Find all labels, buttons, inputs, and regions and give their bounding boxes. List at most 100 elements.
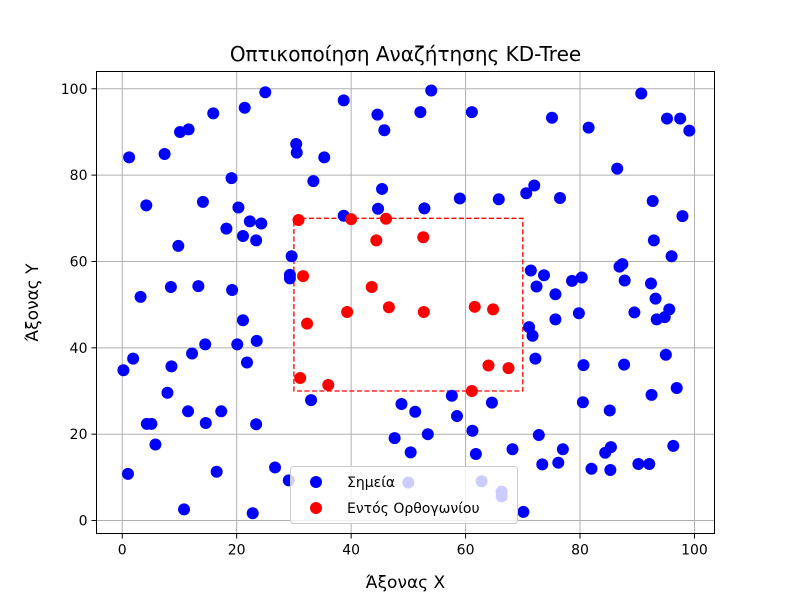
- inside-point: [294, 372, 307, 385]
- data-point: [231, 338, 244, 351]
- data-point: [250, 234, 263, 247]
- inside-point: [365, 280, 378, 293]
- data-point: [466, 424, 479, 437]
- data-point: [618, 274, 631, 287]
- data-point: [307, 175, 320, 188]
- legend-marker-inside: [310, 502, 322, 514]
- data-point: [676, 210, 689, 223]
- inside-point: [370, 234, 383, 247]
- data-point: [123, 151, 136, 164]
- data-point: [576, 396, 589, 409]
- data-point: [517, 505, 530, 518]
- legend-label-inside: Εντός Ορθογωνίου: [347, 501, 480, 517]
- data-point: [240, 356, 253, 369]
- data-point: [552, 456, 565, 469]
- x-axis-ticks: 0 20 40 60 80 100: [118, 533, 708, 559]
- y-tick-label: 0: [79, 514, 88, 530]
- data-point: [645, 388, 658, 401]
- data-point: [683, 124, 696, 137]
- data-point: [646, 195, 659, 208]
- data-point: [395, 397, 408, 410]
- data-point: [616, 258, 629, 271]
- legend: Σημεία Εντός Ορθογωνίου: [290, 466, 518, 524]
- x-tick-label: 100: [681, 543, 708, 559]
- plot-frame: [96, 71, 715, 534]
- data-point: [269, 461, 282, 474]
- data-point: [572, 307, 585, 320]
- data-point: [199, 416, 212, 429]
- y-axis-ticks: 0 20 40 60 80 100: [61, 82, 97, 530]
- data-point: [149, 438, 162, 451]
- data-point: [178, 503, 191, 516]
- data-point: [199, 338, 212, 351]
- x-axis-label: Άξονας X: [366, 573, 446, 593]
- data-point: [232, 201, 245, 214]
- data-point: [451, 410, 463, 423]
- data-point: [618, 358, 631, 371]
- data-point: [528, 179, 541, 192]
- data-point: [220, 222, 233, 235]
- data-point: [305, 394, 318, 407]
- data-point: [158, 147, 171, 160]
- data-point: [186, 347, 199, 360]
- data-point: [378, 124, 391, 137]
- data-point: [207, 107, 220, 120]
- data-point: [492, 193, 505, 206]
- data-point: [250, 334, 263, 347]
- data-point: [418, 202, 431, 215]
- inside-point: [487, 303, 500, 316]
- search-rectangle-layer: [293, 217, 524, 392]
- data-point: [225, 172, 238, 185]
- data-point: [182, 405, 195, 418]
- data-point: [532, 429, 545, 442]
- data-point: [465, 106, 478, 119]
- data-point: [469, 448, 482, 461]
- data-point: [192, 280, 205, 293]
- data-point: [603, 404, 616, 417]
- y-tick-label: 40: [70, 341, 88, 357]
- data-point: [554, 192, 566, 205]
- legend-marker-points: [310, 476, 322, 488]
- data-point: [529, 352, 542, 365]
- data-point: [453, 192, 466, 205]
- data-point: [585, 462, 598, 475]
- data-point: [372, 202, 385, 215]
- data-point: [485, 396, 498, 409]
- data-point: [318, 151, 331, 164]
- data-point: [238, 101, 251, 114]
- data-point: [674, 112, 687, 125]
- inside-point: [301, 317, 314, 330]
- data-point: [246, 507, 259, 520]
- inside-point: [417, 231, 430, 244]
- data-point: [404, 446, 417, 459]
- data-point: [644, 277, 657, 290]
- data-point: [376, 182, 389, 195]
- inside-point: [345, 213, 358, 226]
- data-point: [526, 329, 539, 342]
- data-point: [667, 439, 680, 452]
- data-point: [545, 111, 558, 124]
- data-point: [670, 381, 683, 394]
- data-point: [524, 264, 537, 277]
- data-point: [635, 87, 648, 100]
- inside-point: [468, 300, 481, 313]
- data-point: [536, 458, 549, 471]
- data-point: [283, 268, 296, 281]
- data-point: [409, 405, 422, 418]
- inside-point: [341, 305, 354, 318]
- inside-point: [382, 301, 395, 314]
- inside-point: [465, 385, 478, 398]
- inside-point: [297, 270, 310, 283]
- data-point: [425, 84, 438, 97]
- data-point: [659, 348, 672, 361]
- data-point: [117, 364, 130, 377]
- data-point: [582, 121, 595, 134]
- data-point: [285, 250, 298, 263]
- search-rectangle: [293, 217, 524, 392]
- data-point: [250, 418, 263, 431]
- data-point: [549, 288, 562, 301]
- inside-point: [292, 214, 305, 227]
- data-point: [549, 313, 562, 326]
- data-point: [236, 314, 249, 327]
- data-point: [161, 386, 174, 399]
